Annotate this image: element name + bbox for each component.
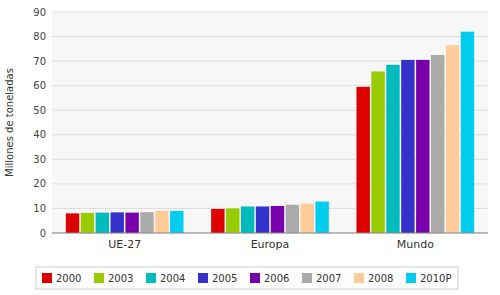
x-axis: UE-27 Europa Mundo <box>108 238 434 251</box>
bar <box>446 45 459 233</box>
legend-swatch <box>42 273 52 283</box>
y-tick-label: 50 <box>33 105 46 116</box>
legend-swatch <box>198 273 208 283</box>
x-tick-label: Mundo <box>397 238 434 251</box>
bar <box>301 204 314 233</box>
legend-label: 2010P <box>420 273 451 284</box>
bar <box>140 212 153 233</box>
legend-swatch <box>302 273 312 283</box>
y-tick-label: 80 <box>33 31 46 42</box>
y-tick-label: 70 <box>33 56 46 67</box>
x-tick-label: UE-27 <box>108 238 141 251</box>
bar <box>416 60 429 233</box>
bar <box>170 211 183 233</box>
legend-swatch <box>94 273 104 283</box>
bar <box>241 206 254 233</box>
bar <box>315 202 328 233</box>
grid-line <box>52 233 488 234</box>
grid-line <box>52 12 488 13</box>
legend-label: 2004 <box>160 273 185 284</box>
legend-swatch <box>146 273 156 283</box>
bar <box>66 213 79 233</box>
legend-label: 2003 <box>108 273 133 284</box>
legend-box <box>36 267 458 289</box>
bar <box>371 71 384 233</box>
bar <box>96 213 109 233</box>
bar <box>256 206 269 233</box>
bar <box>386 65 399 233</box>
y-tick-label: 0 <box>40 228 46 239</box>
bar <box>286 205 299 233</box>
y-tick-label: 40 <box>33 129 46 140</box>
y-tick-label: 20 <box>33 178 46 189</box>
legend-label: 2007 <box>316 273 341 284</box>
legend: 2000 2003 2004 2005 2006 2007 2008 2010P <box>36 267 458 289</box>
bar <box>211 209 224 233</box>
y-tick-label: 90 <box>33 7 46 18</box>
legend-label: 2000 <box>56 273 81 284</box>
bar <box>271 206 284 233</box>
legend-swatch <box>250 273 260 283</box>
plot-area <box>52 12 488 233</box>
grid-line <box>52 36 488 37</box>
legend-label: 2005 <box>212 273 237 284</box>
legend-label: 2008 <box>368 273 393 284</box>
legend-swatch <box>406 273 416 283</box>
bar <box>125 213 138 233</box>
bars <box>66 32 474 233</box>
y-axis-label: Millones de toneladas <box>4 68 15 177</box>
bar <box>356 87 369 233</box>
x-axis-line <box>52 233 488 234</box>
x-tick-label: Europa <box>251 238 290 251</box>
chart-container: 0 10 20 30 40 50 60 70 80 90 Millones de toneladas… <box>0 0 500 295</box>
bar <box>111 212 124 233</box>
bar <box>401 60 414 233</box>
legend-swatch <box>354 273 364 283</box>
y-tick-label: 10 <box>33 203 46 214</box>
y-axis: 0 10 20 30 40 50 60 70 80 90 <box>33 7 488 239</box>
bar <box>155 211 168 233</box>
legend-label: 2006 <box>264 273 289 284</box>
y-tick-label: 30 <box>33 154 46 165</box>
bar <box>461 32 474 233</box>
bar <box>226 208 239 233</box>
y-tick-label: 60 <box>33 80 46 91</box>
bar <box>431 55 444 233</box>
chart-svg: 0 10 20 30 40 50 60 70 80 90 Millones de toneladas… <box>0 0 500 295</box>
bar <box>81 213 94 233</box>
